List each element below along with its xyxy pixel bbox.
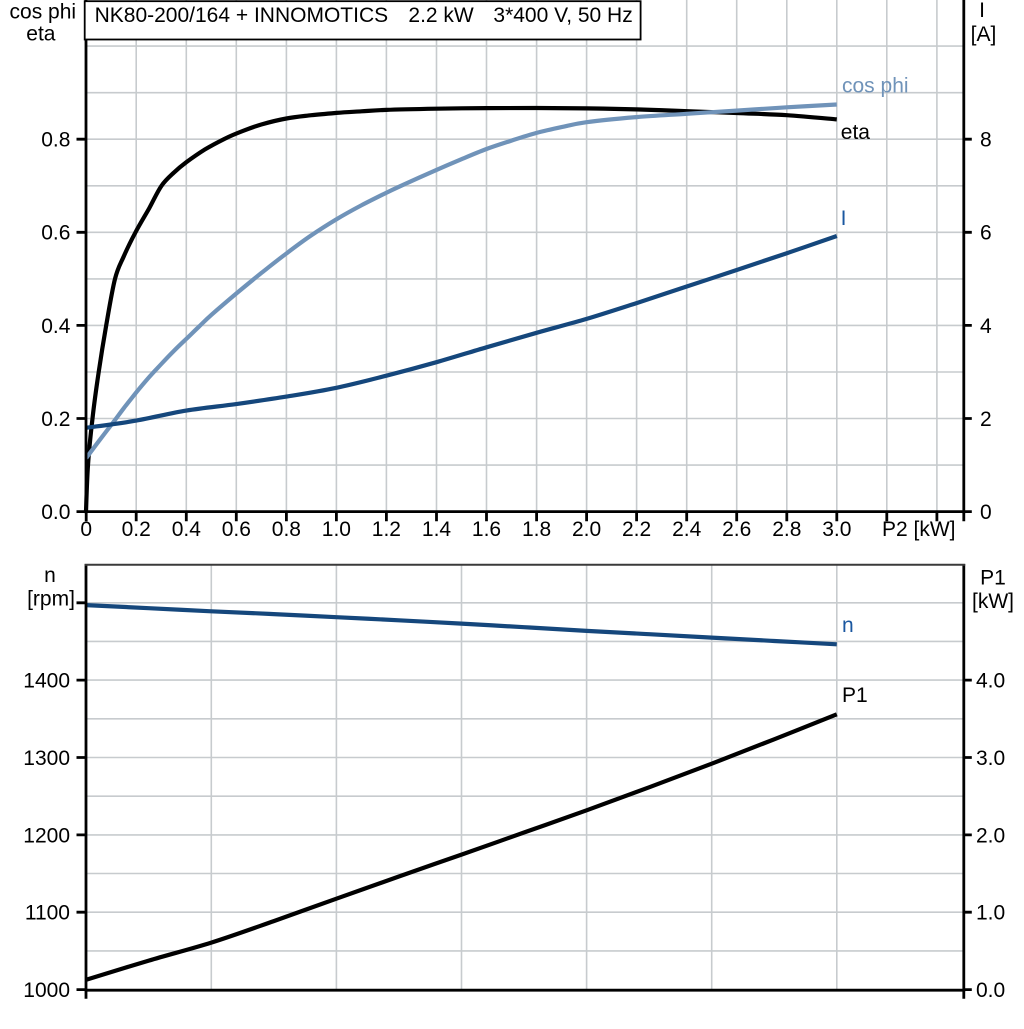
svg-text:[A]: [A] <box>971 23 997 46</box>
svg-text:[kW]: [kW] <box>972 590 1014 613</box>
svg-text:1.0: 1.0 <box>976 902 1005 925</box>
svg-text:0.0: 0.0 <box>41 501 70 524</box>
svg-text:0: 0 <box>980 501 992 524</box>
svg-text:2.8: 2.8 <box>772 518 801 541</box>
svg-text:1.0: 1.0 <box>322 518 351 541</box>
svg-text:0.8: 0.8 <box>272 518 301 541</box>
svg-text:4: 4 <box>980 315 992 338</box>
svg-text:1.6: 1.6 <box>472 518 501 541</box>
svg-text:1200: 1200 <box>23 824 70 847</box>
svg-text:2.0: 2.0 <box>976 824 1005 847</box>
svg-text:1100: 1100 <box>25 902 70 925</box>
svg-text:2: 2 <box>980 408 992 431</box>
svg-text:3.0: 3.0 <box>822 518 851 541</box>
svg-text:0.6: 0.6 <box>222 518 251 541</box>
svg-text:8: 8 <box>980 129 992 152</box>
svg-text:n: n <box>44 564 56 587</box>
svg-text:[rpm]: [rpm] <box>27 588 75 611</box>
svg-text:2.4: 2.4 <box>672 518 702 541</box>
svg-text:I: I <box>979 0 985 22</box>
svg-text:1.8: 1.8 <box>522 518 551 541</box>
svg-text:1300: 1300 <box>23 747 70 770</box>
svg-text:2.2: 2.2 <box>622 518 651 541</box>
svg-text:cos phi: cos phi <box>10 1 77 24</box>
svg-text:2.2 kW: 2.2 kW <box>408 4 474 27</box>
svg-text:eta: eta <box>26 22 56 45</box>
svg-text:0.8: 0.8 <box>41 129 70 152</box>
svg-text:0.6: 0.6 <box>41 222 70 245</box>
svg-text:1.2: 1.2 <box>372 518 401 541</box>
svg-text:3*400 V, 50 Hz: 3*400 V, 50 Hz <box>493 4 632 27</box>
svg-text:0.2: 0.2 <box>122 518 151 541</box>
svg-text:NK80-200/164 + INNOMOTICS: NK80-200/164 + INNOMOTICS <box>95 4 389 27</box>
svg-text:0: 0 <box>80 518 92 541</box>
svg-text:P1: P1 <box>842 684 868 707</box>
svg-text:2.0: 2.0 <box>572 518 601 541</box>
svg-text:cos phi: cos phi <box>842 75 909 98</box>
svg-text:1.4: 1.4 <box>422 518 452 541</box>
svg-text:3.0: 3.0 <box>976 747 1005 770</box>
svg-text:eta: eta <box>841 121 871 144</box>
svg-text:0.4: 0.4 <box>41 315 71 338</box>
svg-text:P1: P1 <box>980 567 1006 590</box>
svg-text:6: 6 <box>980 222 992 245</box>
svg-text:1000: 1000 <box>23 979 70 1002</box>
svg-text:0.2: 0.2 <box>41 408 70 431</box>
svg-text:4.0: 4.0 <box>976 670 1005 693</box>
svg-text:0.4: 0.4 <box>172 518 202 541</box>
svg-text:2.6: 2.6 <box>722 518 751 541</box>
svg-text:I: I <box>841 207 847 230</box>
svg-text:0.0: 0.0 <box>976 979 1005 1002</box>
svg-text:1400: 1400 <box>23 670 70 693</box>
svg-text:n: n <box>842 614 854 637</box>
svg-text:P2 [kW]: P2 [kW] <box>882 518 956 541</box>
